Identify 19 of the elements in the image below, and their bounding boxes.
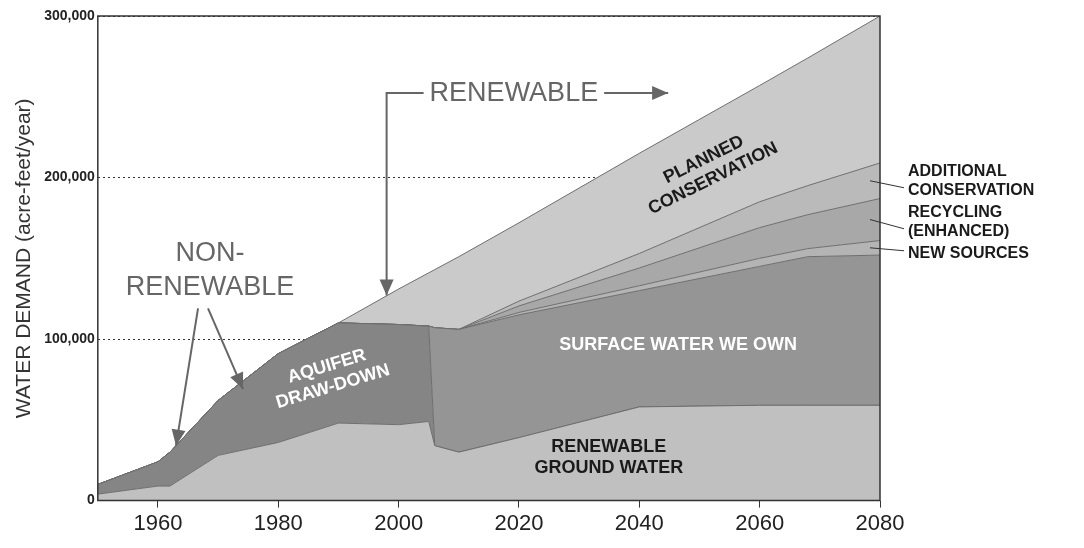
series-label: ADDITIONAL CONSERVATION <box>908 161 1035 198</box>
x-tick-label: 2060 <box>735 509 785 535</box>
annotation: RENEWABLE <box>429 76 599 107</box>
x-tick-label: 2020 <box>494 509 544 535</box>
x-tick-label: 2080 <box>855 509 905 535</box>
x-tick-label: 1980 <box>253 509 303 535</box>
y-tick-label: 100,000 <box>44 329 96 346</box>
series-label: RECYCLING (ENHANCED) <box>908 202 1010 239</box>
series-label: RENEWABLE GROUND WATER <box>534 436 684 478</box>
x-tick-label: 2040 <box>614 509 664 535</box>
x-tick-label: 1960 <box>133 509 183 535</box>
y-tick-label: 200,000 <box>44 168 96 185</box>
y-axis-title: WATER DEMAND (acre-feet/year) <box>11 98 35 419</box>
series-label: NEW SOURCES <box>908 243 1030 261</box>
series-label: SURFACE WATER WE OWN <box>559 333 797 354</box>
y-tick-label: 300,000 <box>44 6 96 23</box>
annotation: NON-RENEWABLE <box>125 236 295 301</box>
x-tick-label: 2000 <box>374 509 424 535</box>
y-tick-label: 0 <box>87 491 96 508</box>
